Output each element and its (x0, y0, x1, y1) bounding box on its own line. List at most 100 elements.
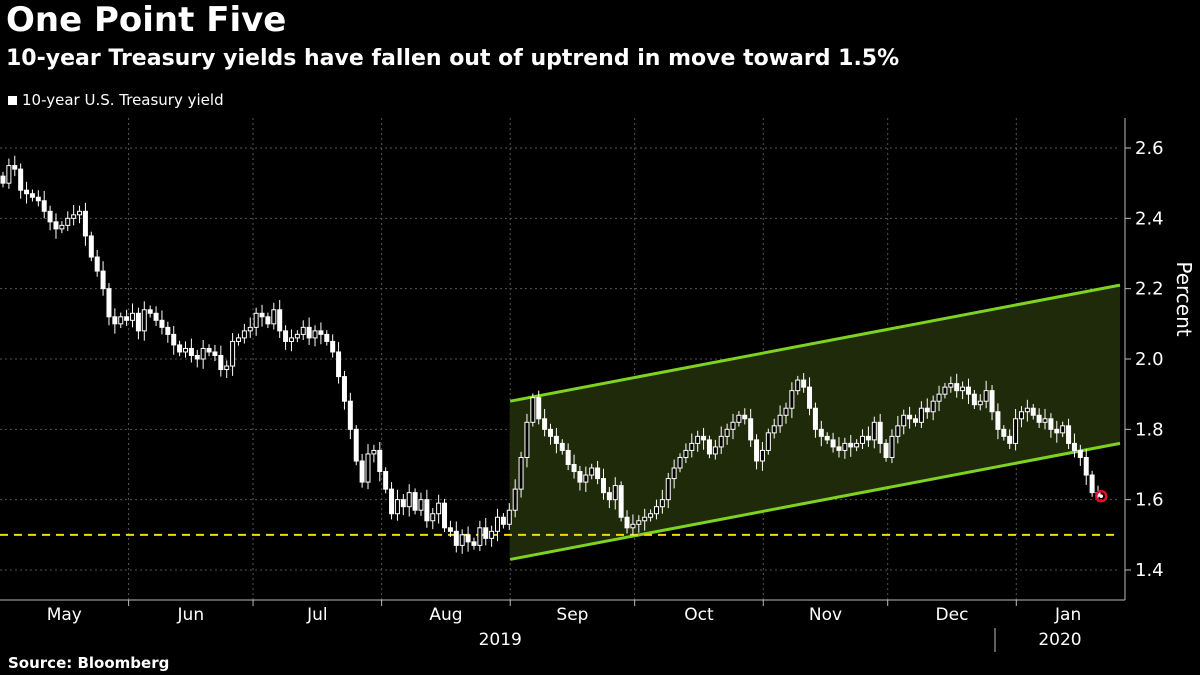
candle (583, 466, 589, 492)
candle-body (112, 316, 118, 325)
candle (889, 429, 895, 464)
candle (159, 310, 165, 335)
candle-body (971, 393, 977, 406)
candle-body (913, 418, 918, 423)
candle (913, 414, 918, 427)
candle (748, 408, 754, 447)
candle (183, 341, 188, 358)
candle (907, 406, 913, 429)
candle-body (936, 393, 942, 402)
candle-body (35, 196, 41, 202)
candle (1077, 444, 1083, 466)
candle (765, 428, 771, 455)
candle (41, 190, 47, 219)
candle (394, 489, 400, 521)
candle-body (188, 347, 194, 356)
candle-body (359, 460, 365, 483)
candle-body (1066, 425, 1072, 444)
candle-body (724, 428, 730, 437)
candle-body (94, 256, 100, 272)
candle-body (795, 379, 801, 392)
candle-body (41, 200, 47, 212)
candle (377, 441, 383, 482)
candle-body (336, 351, 342, 378)
candle-body (124, 316, 130, 321)
candle-body (447, 527, 453, 532)
candle-body (683, 449, 689, 458)
candle-body (524, 421, 530, 458)
candle-body (1077, 449, 1083, 458)
candle (842, 437, 848, 459)
candle-body (118, 316, 124, 325)
candle-body (1071, 442, 1077, 451)
candle-body (765, 432, 771, 451)
candle (836, 437, 842, 458)
candle (683, 443, 689, 464)
candle-body (347, 400, 353, 430)
candle (542, 408, 548, 437)
candle-body (506, 509, 512, 525)
candle (600, 468, 606, 500)
candle (971, 389, 977, 409)
candle (65, 211, 71, 231)
candle-body (889, 435, 895, 458)
candle (618, 481, 624, 522)
candle (318, 322, 324, 345)
candle (807, 377, 813, 416)
candle-body (759, 449, 765, 462)
candle (418, 492, 424, 516)
candle (565, 443, 571, 471)
candle-body (1036, 414, 1042, 423)
candle-body (459, 534, 465, 546)
candle-body (71, 214, 77, 219)
candle-body (418, 499, 424, 511)
candle (77, 205, 83, 224)
candle (383, 467, 389, 494)
candle-body (1083, 456, 1089, 476)
candle-body (677, 456, 683, 469)
candle (0, 171, 6, 188)
candle-body (1060, 425, 1066, 434)
candle-body (865, 435, 871, 441)
candle-body (577, 471, 583, 483)
candle-body (442, 502, 448, 529)
candle (371, 444, 377, 463)
candle-body (901, 414, 907, 427)
candle (777, 405, 783, 433)
candle (71, 204, 77, 226)
candle (954, 373, 960, 398)
candle-body (618, 485, 624, 518)
candle (241, 323, 247, 344)
channel-lower-line (509, 441, 1121, 561)
candle-body (659, 499, 665, 508)
candle (35, 190, 41, 207)
candle (901, 409, 907, 435)
candle-body (736, 414, 742, 423)
candle-body (718, 435, 724, 448)
candle (589, 463, 595, 480)
candle (259, 304, 265, 327)
candle (171, 325, 177, 355)
candle-body (436, 502, 442, 515)
candle (247, 317, 253, 338)
candle (353, 425, 359, 466)
y-axis-label: Percent (1172, 261, 1196, 336)
candle-body (135, 312, 141, 332)
candle-body (177, 344, 183, 353)
candle-body (695, 435, 701, 444)
candle (230, 332, 236, 376)
candle-body (0, 175, 6, 184)
candle-body (159, 319, 165, 328)
x-month-label: Dec (936, 605, 969, 625)
candle-body (630, 523, 636, 529)
candle-body (383, 471, 389, 490)
candle (518, 451, 524, 498)
candle-body (24, 189, 30, 195)
candle (324, 330, 330, 346)
candle-body (600, 478, 606, 494)
candle (306, 317, 312, 345)
candle-body (665, 478, 671, 501)
candle-body (1013, 418, 1019, 444)
candle (524, 413, 530, 468)
candle (194, 349, 200, 368)
